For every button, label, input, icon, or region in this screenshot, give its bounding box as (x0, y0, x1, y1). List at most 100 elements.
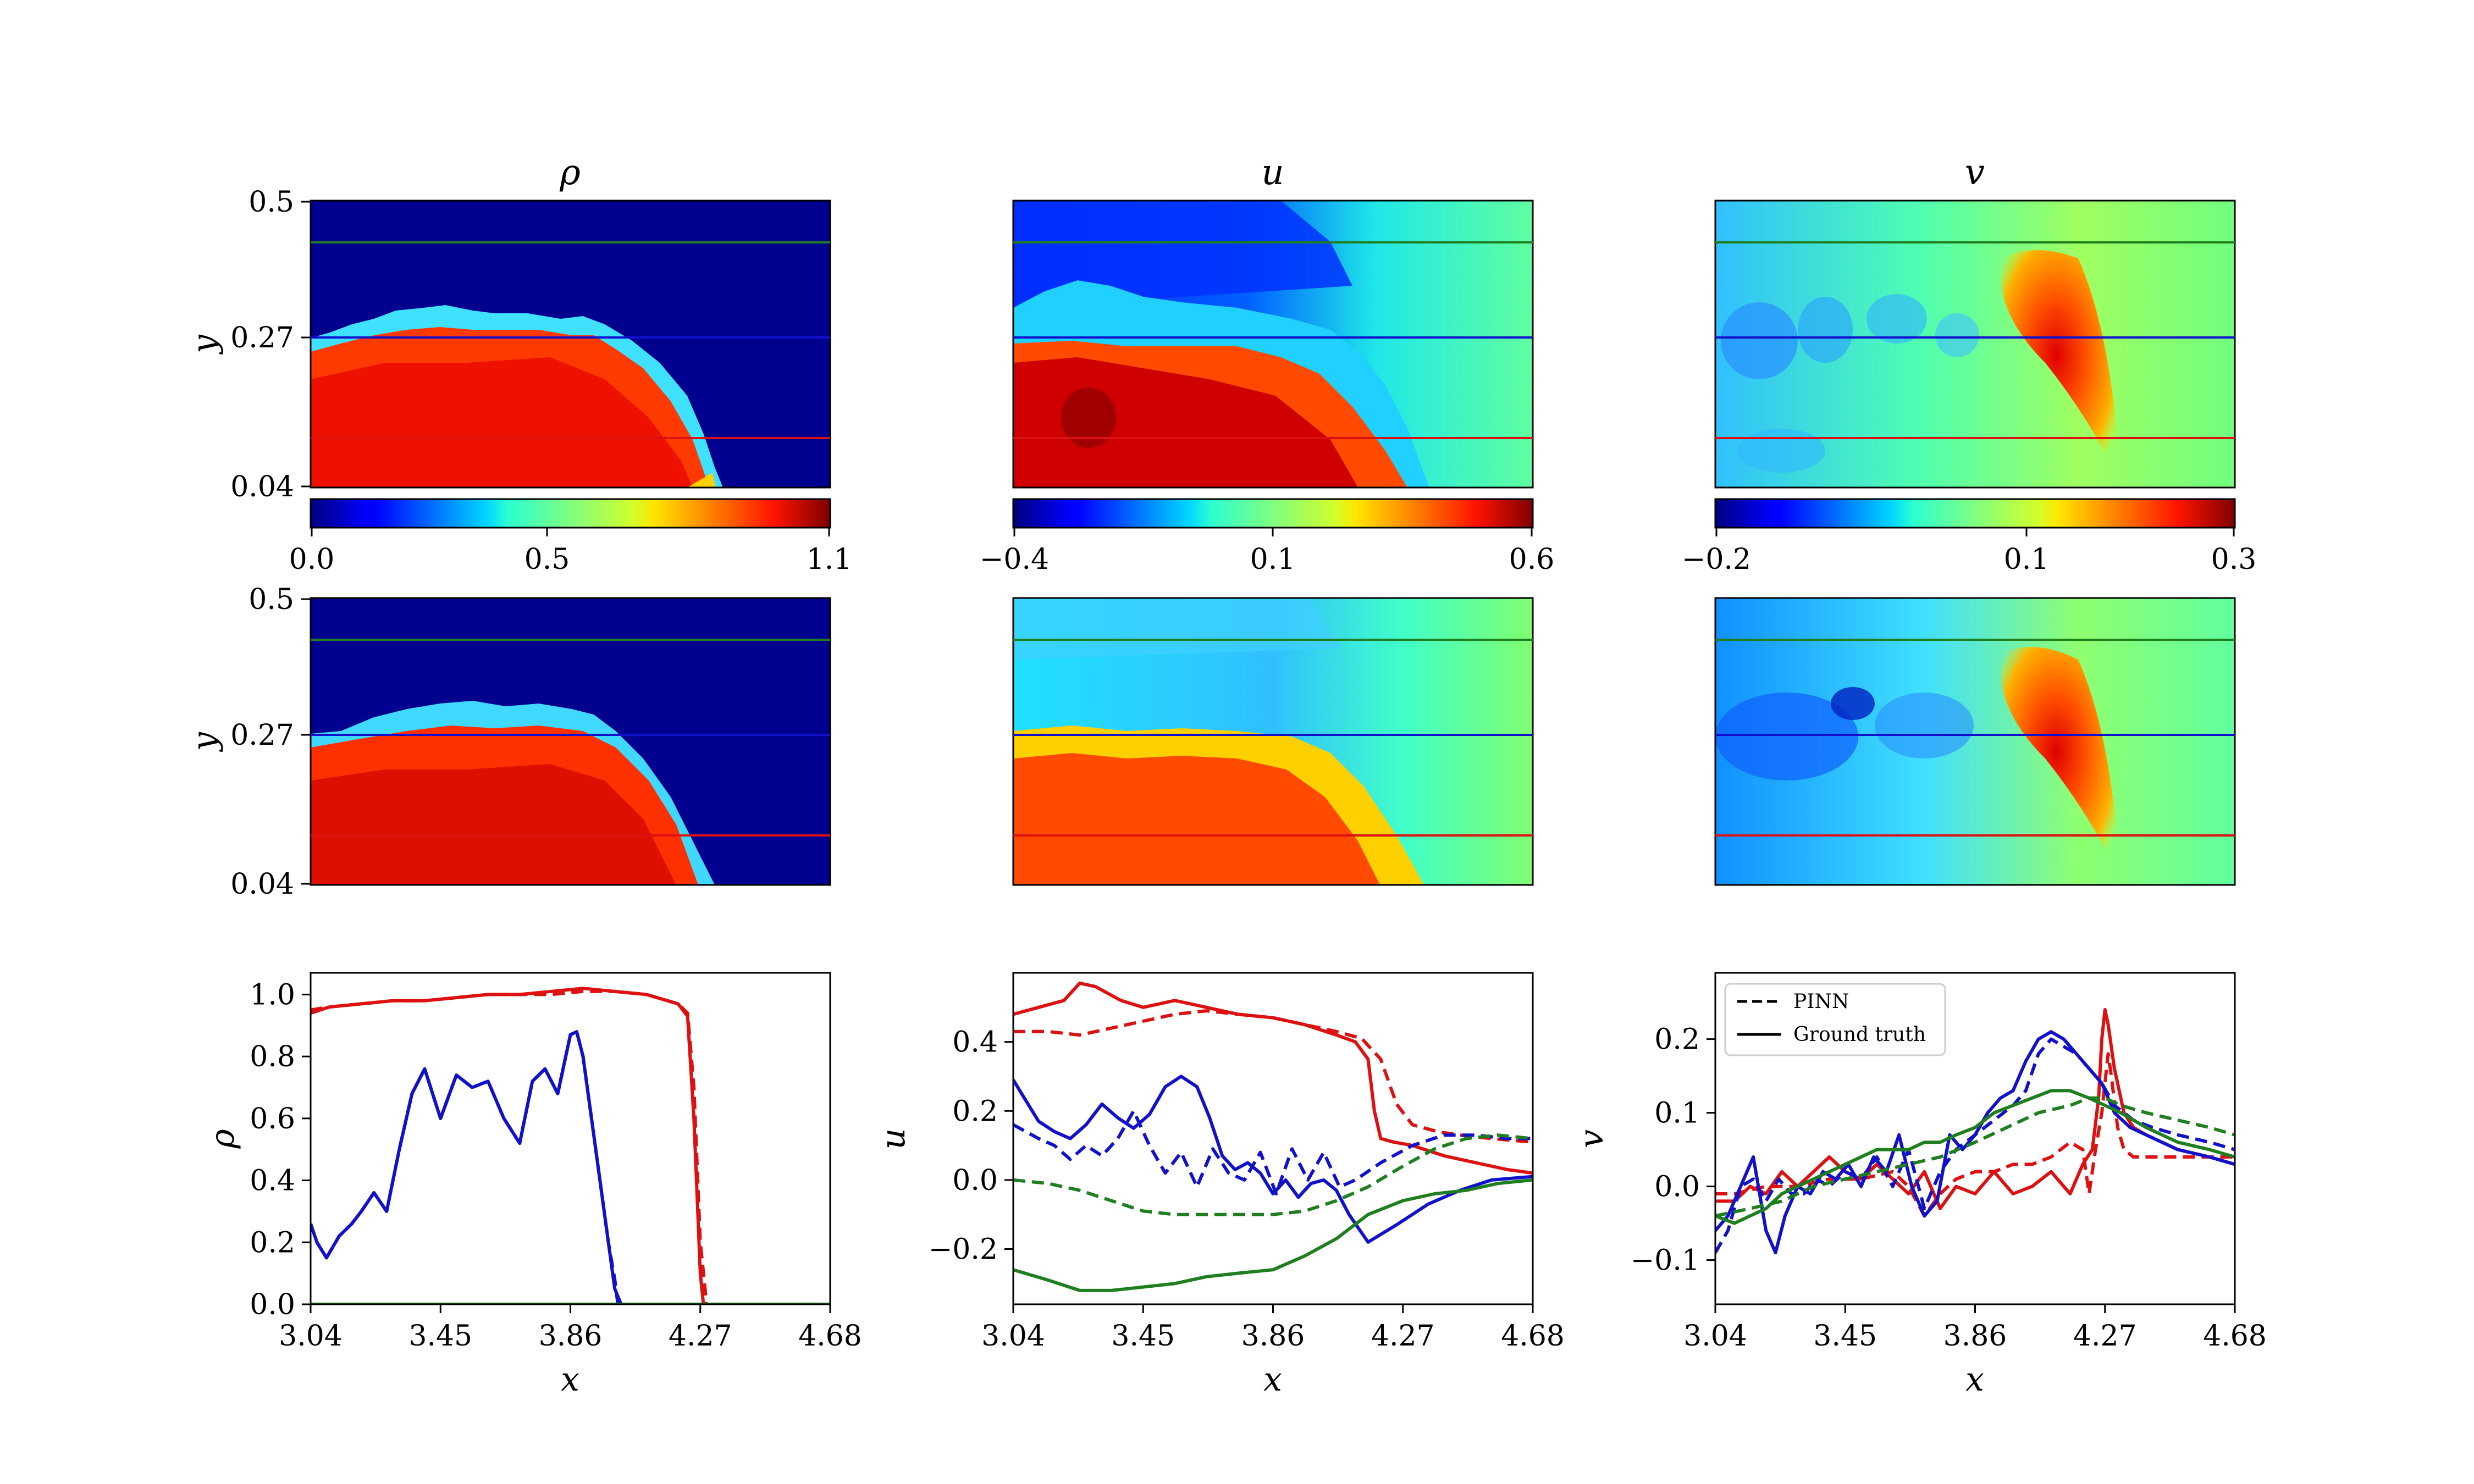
x-tick-label: 3.86 (1943, 1320, 2007, 1353)
rho-title: ρ (559, 152, 581, 193)
rho-gt-ytick: 0.27 (230, 322, 294, 355)
y-tick-label: 0.4 (952, 1026, 998, 1059)
series-line-5 (1013, 1133, 1533, 1216)
legend-label-ground-truth: Ground truth (1793, 1023, 1926, 1046)
x-tick-label: 3.04 (279, 1320, 343, 1353)
y-tick-label: 0.4 (250, 1165, 295, 1198)
rho-lines-xlabel: x (561, 1360, 579, 1399)
u-colorbar (1012, 498, 1534, 529)
y-tick-label: 0.0 (250, 1288, 295, 1321)
rho-colorbar-tick: 0.5 (524, 543, 570, 576)
u-lines-axes: 3.04 3.45 3.86 4.27 4.68 −0.2 0.0 0.2 0.4 (929, 1026, 1565, 1353)
x-tick-label: 3.86 (539, 1320, 603, 1353)
x-tick-label: 3.04 (1683, 1320, 1747, 1353)
rho-pinn-field (311, 598, 830, 885)
series-line-4 (1715, 1089, 2235, 1225)
u-ground-truth-field (1013, 201, 1533, 488)
x-tick-label: 4.68 (798, 1320, 862, 1353)
series-line-3 (1715, 1037, 2235, 1254)
rho-ground-truth-field (311, 201, 830, 488)
heatmap-reference-lines (311, 241, 2235, 837)
series-line-1 (1013, 1009, 1533, 1144)
heatmap-y-axes (301, 201, 311, 885)
y-tick-label: −0.1 (1631, 1244, 1700, 1277)
series-line-1 (311, 989, 830, 1304)
u-lines-frame (1012, 972, 1534, 1305)
series-line-5 (1715, 1096, 2235, 1218)
rho-gt-ytick: 0.5 (248, 186, 294, 219)
v-title: v (1965, 152, 1985, 193)
x-tick-label: 4.27 (1371, 1320, 1435, 1353)
rho-lines-plot: 3.04 3.45 3.86 4.27 4.68 0.0 0.2 0.4 0.6 0.8 1.0 x… (203, 972, 862, 1399)
legend: PINN Ground truth (1724, 983, 1946, 1056)
series-line-4 (1013, 1178, 1533, 1292)
x-tick-label: 4.68 (2203, 1320, 2267, 1353)
v-colorbar (1714, 498, 2236, 529)
u-pinn-frame (1012, 597, 1534, 886)
x-tick-label: 3.04 (981, 1320, 1045, 1353)
legend-label-pinn: PINN (1793, 990, 1849, 1013)
v-lines-plot: 3.04 3.45 3.86 4.27 4.68 −0.1 0.0 0.1 0.2 x v PI… (1572, 972, 2267, 1399)
u-colorbar-tick: 0.1 (1250, 543, 1296, 576)
legend-box (1724, 983, 1946, 1056)
series-line-2 (1013, 1075, 1533, 1244)
colorbars (310, 498, 2236, 536)
rho-colorbar-tick: 0.0 (289, 543, 335, 576)
u-lines-series (1013, 981, 1533, 1292)
v-lines-xlabel: x (1965, 1360, 1984, 1399)
rho-pinn-ytick: 0.27 (230, 719, 294, 752)
rho-colorbar (310, 498, 831, 529)
rho-colorbar-tick: 1.1 (807, 543, 852, 576)
u-lines-ylabel: u (874, 1128, 913, 1150)
u-colorbar-tick: −0.4 (980, 543, 1049, 576)
u-lines-plot: 3.04 3.45 3.86 4.27 4.68 −0.2 0.0 0.2 0.4 x u (874, 972, 1565, 1399)
v-lines-axes: 3.04 3.45 3.86 4.27 4.68 −0.1 0.0 0.1 0.2 (1631, 1023, 2267, 1353)
rho-lines-axes: 3.04 3.45 3.86 4.27 4.68 0.0 0.2 0.4 0.6 0.8 1.0 (250, 978, 862, 1353)
y-tick-label: 0.2 (1654, 1023, 1700, 1056)
u-lines-xlabel: x (1263, 1360, 1282, 1399)
x-tick-label: 4.27 (669, 1320, 732, 1353)
v-pinn-frame (1714, 597, 2236, 886)
v-lines-ylabel: v (1572, 1129, 1611, 1148)
v-ground-truth-frame (1714, 200, 2236, 489)
u-ground-truth-frame (1012, 200, 1534, 489)
u-pinn-field (1013, 598, 1533, 885)
rho-gt-ylabel: y (185, 334, 224, 355)
series-line-2 (311, 1030, 625, 1304)
v-colorbar-tick: −0.2 (1682, 543, 1751, 576)
rho-lines-frame (310, 972, 831, 1305)
y-tick-label: 0.1 (1654, 1097, 1700, 1130)
v-lines-series (1715, 1008, 2235, 1255)
x-tick-label: 4.68 (1501, 1320, 1565, 1353)
u-title: u (1261, 152, 1284, 193)
v-colorbar-tick: 0.3 (2211, 543, 2257, 576)
rho-pinn-ylabel: y (185, 732, 224, 752)
y-tick-label: 0.0 (1654, 1171, 1700, 1204)
y-tick-label: 0.0 (952, 1164, 998, 1197)
rho-gt-ytick: 0.04 (230, 470, 294, 503)
rho-pinn-frame (310, 597, 831, 886)
x-tick-label: 3.86 (1241, 1320, 1305, 1353)
v-ground-truth-field (1715, 201, 2235, 488)
x-tick-label: 3.45 (1813, 1320, 1877, 1353)
x-tick-label: 4.27 (2073, 1320, 2137, 1353)
rho-lines-series (311, 987, 830, 1304)
series-line-3 (1013, 1109, 1533, 1195)
y-tick-label: 1.0 (250, 978, 295, 1011)
y-tick-label: 0.2 (952, 1095, 998, 1128)
rho-ground-truth-frame (310, 200, 831, 489)
y-tick-label: −0.2 (929, 1233, 998, 1266)
y-tick-label: 0.2 (250, 1226, 295, 1259)
y-tick-label: 0.6 (250, 1103, 295, 1136)
y-tick-label: 0.8 (250, 1040, 295, 1073)
rho-lines-ylabel: ρ (203, 1129, 242, 1149)
x-tick-label: 3.45 (1111, 1320, 1175, 1353)
u-colorbar-tick: 0.6 (1509, 543, 1555, 576)
x-tick-label: 3.45 (408, 1320, 472, 1353)
v-colorbar-tick: 0.1 (2004, 543, 2050, 576)
rho-pinn-ytick: 0.5 (248, 583, 294, 616)
rho-pinn-ytick: 0.04 (230, 868, 294, 901)
series-line-3 (311, 1030, 625, 1304)
v-pinn-field (1715, 598, 2235, 885)
